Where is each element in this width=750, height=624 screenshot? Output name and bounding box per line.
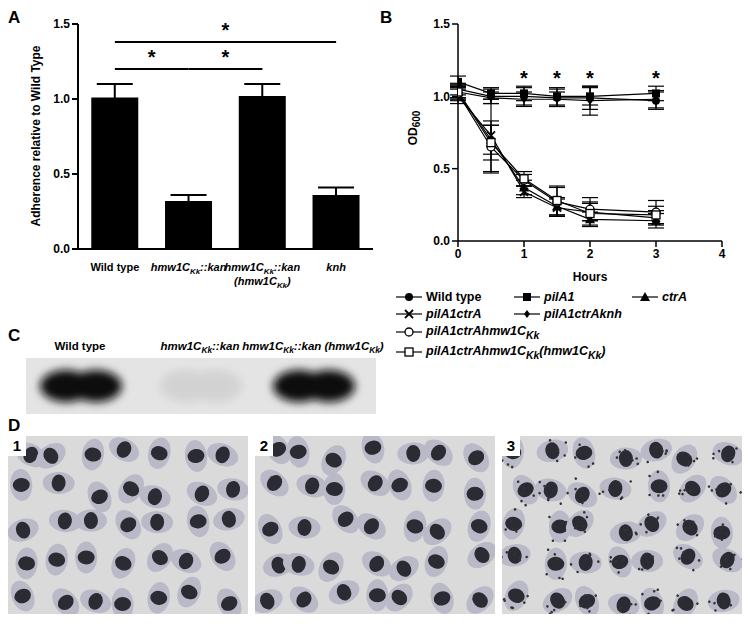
svg-text:0.5: 0.5	[433, 162, 450, 176]
html-text:Wild type: Wild type	[426, 290, 482, 304]
html-text:D: D	[8, 416, 21, 435]
svg-text:(hmw1CKk): (hmw1CKk)	[234, 275, 291, 290]
svg-text:1: 1	[13, 437, 21, 454]
svg-text:Hours: Hours	[573, 270, 608, 284]
svg-text:hmw1CKk::kan: hmw1CKk::kan	[161, 340, 240, 355]
html-text:pilA1: pilA1	[544, 290, 575, 304]
svg-text:0.5: 0.5	[53, 167, 70, 181]
svg-text:*: *	[652, 67, 660, 89]
svg-text:1.5: 1.5	[433, 17, 450, 31]
svg-text:0.0: 0.0	[53, 242, 70, 256]
html-text:600: 600	[411, 110, 423, 128]
svg-text:3: 3	[653, 247, 660, 261]
svg-text:*: *	[520, 67, 528, 89]
svg-text:*: *	[222, 19, 230, 41]
svg-text:*: *	[553, 67, 561, 89]
html-text:Adherence relative to Wild Typ: Adherence relative to Wild Type	[29, 45, 43, 227]
svg-text:1: 1	[521, 247, 528, 261]
svg-text:Wild type: Wild type	[90, 261, 139, 273]
svg-text:Wild type: Wild type	[54, 340, 105, 352]
svg-text:1.0: 1.0	[53, 92, 70, 106]
svg-text:2: 2	[260, 437, 268, 454]
html-text:C: C	[8, 326, 21, 345]
html-text:ctrA: ctrA	[662, 290, 687, 304]
svg-text:hmw1CKk::kan: hmw1CKk::kan	[225, 261, 301, 276]
svg-text:*: *	[222, 46, 230, 68]
svg-text:*: *	[148, 46, 156, 68]
svg-text:4: 4	[719, 247, 726, 261]
svg-text:0: 0	[455, 247, 462, 261]
html-text:A: A	[8, 8, 21, 27]
html-text:pilA1ctrAknh: pilA1ctrAknh	[544, 307, 622, 321]
html-text:OD: OD	[405, 127, 420, 146]
svg-text:3: 3	[507, 437, 515, 454]
svg-text:1.0: 1.0	[433, 90, 450, 104]
svg-text:hmw1CKk::kan (hmw1CKk): hmw1CKk::kan (hmw1CKk)	[242, 340, 383, 355]
svg-text:1.5: 1.5	[53, 17, 70, 31]
svg-text:knh: knh	[326, 261, 346, 273]
html-text:B: B	[380, 8, 393, 27]
svg-text:*: *	[586, 67, 594, 89]
html-text:pilA1ctrAhmw1CKk: pilA1ctrAhmw1CKk	[426, 324, 540, 341]
html-text:pilA1ctrAhmw1CKk(hmw1CKk): pilA1ctrAhmw1CKk(hmw1CKk)	[426, 343, 606, 360]
svg-text:hmw1CKk::kan: hmw1CKk::kan	[151, 261, 227, 276]
svg-text:2: 2	[587, 247, 594, 261]
html-text:pilA1ctrA: pilA1ctrA	[426, 307, 482, 321]
svg-text:0.0: 0.0	[433, 234, 450, 248]
